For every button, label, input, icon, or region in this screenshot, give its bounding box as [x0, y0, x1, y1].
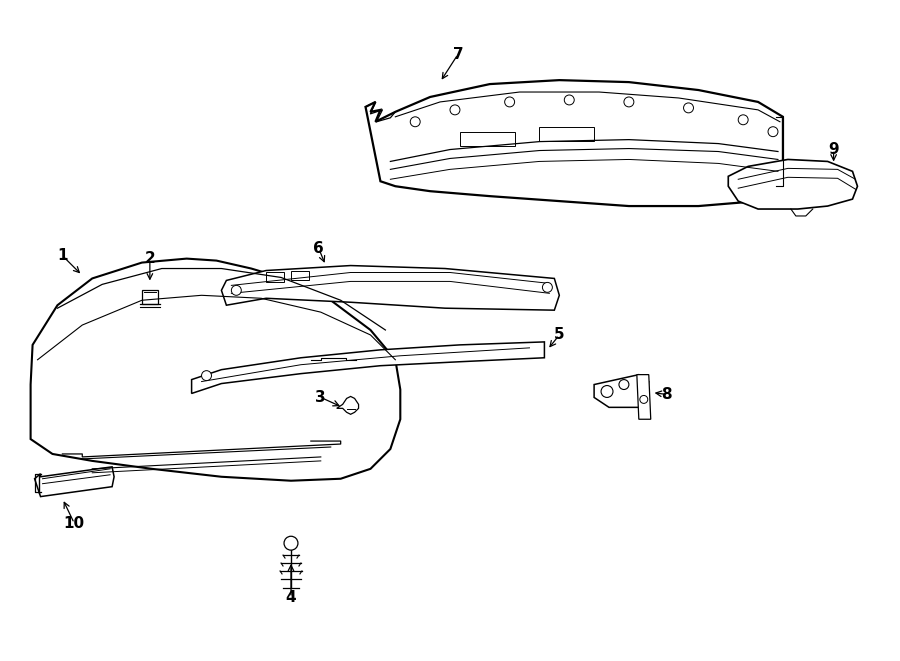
Circle shape [624, 97, 634, 107]
Circle shape [284, 536, 298, 550]
Text: 10: 10 [64, 516, 85, 531]
Circle shape [640, 395, 648, 403]
Text: 7: 7 [453, 47, 464, 62]
Text: 1: 1 [58, 248, 68, 263]
Circle shape [410, 117, 420, 127]
Text: 3: 3 [316, 390, 326, 405]
Polygon shape [637, 375, 651, 419]
Polygon shape [460, 132, 515, 145]
Text: 4: 4 [285, 590, 296, 605]
Polygon shape [337, 397, 358, 414]
Text: 9: 9 [828, 142, 839, 157]
Circle shape [202, 371, 211, 381]
Polygon shape [365, 80, 783, 206]
Text: 6: 6 [313, 241, 324, 256]
Circle shape [564, 95, 574, 105]
Text: 2: 2 [145, 251, 155, 266]
Text: 8: 8 [662, 387, 672, 402]
Polygon shape [31, 258, 401, 481]
Polygon shape [221, 266, 559, 310]
Circle shape [619, 379, 629, 389]
Polygon shape [34, 467, 114, 496]
Circle shape [738, 115, 748, 125]
Polygon shape [192, 342, 544, 393]
Polygon shape [728, 159, 858, 209]
Circle shape [450, 105, 460, 115]
Polygon shape [291, 270, 309, 280]
Text: 5: 5 [554, 327, 564, 342]
Polygon shape [266, 272, 284, 282]
Circle shape [505, 97, 515, 107]
Circle shape [601, 385, 613, 397]
Polygon shape [539, 127, 594, 141]
Polygon shape [142, 290, 157, 304]
Circle shape [543, 282, 553, 292]
Circle shape [231, 286, 241, 295]
Polygon shape [594, 375, 649, 407]
Circle shape [683, 103, 694, 113]
Circle shape [768, 127, 778, 137]
